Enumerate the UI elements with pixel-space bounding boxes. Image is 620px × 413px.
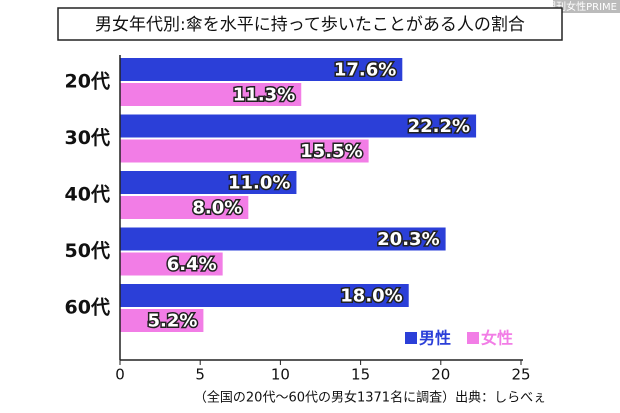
title-box [57,7,563,41]
x-tick-label: 20 [431,366,450,384]
value-label: 18.0% [340,286,402,307]
x-tick-label: 15 [351,366,370,384]
value-label: 20.3% [377,229,439,250]
value-label: 5.2% [147,311,197,332]
bar [120,196,249,219]
x-tick-label: 0 [115,366,125,384]
value-label: 11.0% [228,173,290,194]
value-label: 6.4% [167,254,217,275]
y-tick-label: 40代 [65,184,110,206]
watermark-bg [553,0,620,13]
bar [120,83,302,106]
bar [120,309,204,332]
y-tick-label: 30代 [65,127,110,149]
y-tick-label: 20代 [65,71,110,93]
y-tick-label: 50代 [65,240,110,262]
value-label: 8.0% [192,198,242,219]
chart-title: 男女年代別:傘を水平に持って歩いたことがある人の割合 [95,15,525,35]
note: （全国の20代～60代の男女1371名に調査）出典：しらべぇ [194,390,546,406]
value-label: 15.5% [300,141,362,162]
legend-label: 男性 [419,329,451,348]
value-label: 22.2% [408,116,470,137]
watermark: 週刊女性PRIME [546,0,617,13]
bar [120,58,403,81]
value-label: 17.6% [334,60,396,81]
legend-swatch [467,332,479,344]
bar [120,171,297,194]
x-tick-label: 5 [195,366,205,384]
y-tick-label: 60代 [65,297,110,319]
value-label: 11.3% [233,85,295,106]
bar [120,284,409,307]
bar [120,252,223,276]
bar [120,139,369,163]
bar [120,114,477,138]
x-tick-label: 10 [271,366,290,384]
x-tick-label: 25 [511,366,530,384]
legend-swatch [405,332,417,344]
bar [120,227,446,251]
legend-label: 女性 [481,329,513,348]
